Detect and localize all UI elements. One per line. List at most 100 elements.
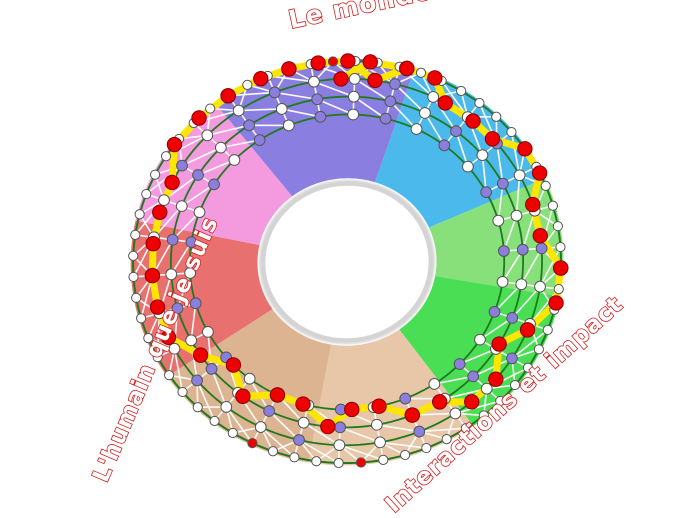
lavender-node [385,96,396,107]
red-node [248,439,257,448]
lavender-node [497,178,508,189]
lavender-node [400,393,411,404]
white-node [349,73,360,84]
red-node [193,348,207,362]
white-node [375,437,386,448]
red-node [518,142,532,156]
red-node [341,54,355,68]
white-node [429,379,440,390]
red-node [465,395,479,409]
white-node [312,457,321,466]
red-node [296,397,310,411]
red-node [400,61,414,75]
red-node [165,175,179,189]
red-node [254,71,268,85]
lavender-node [498,246,509,257]
white-node [457,86,466,95]
white-node [411,124,422,135]
white-node [137,314,146,323]
red-node [532,166,546,180]
lavender-node [190,298,201,309]
lavender-node [489,306,500,317]
lavender-node [468,371,479,382]
white-node [176,201,187,212]
lavender-node [536,243,547,254]
white-node [129,272,138,281]
white-node [129,251,138,260]
red-node [146,236,160,250]
white-node [215,142,226,153]
white-node [543,325,552,334]
white-node [186,335,197,346]
red-node [363,55,377,69]
white-node [255,422,266,433]
white-node [193,403,202,412]
lavender-node [294,435,305,446]
white-node [401,450,410,459]
white-node [556,242,565,251]
red-node [145,268,159,282]
lavender-node [264,406,275,417]
red-node [192,111,206,125]
white-node [516,279,527,290]
red-node [466,114,480,128]
white-node [511,210,522,221]
white-node [475,334,486,345]
lavender-node [414,426,425,437]
white-node [348,109,359,120]
red-node [345,402,359,416]
white-node [283,120,294,131]
red-node [356,458,365,467]
white-node [535,281,546,292]
white-node [159,195,170,206]
white-node [492,112,501,121]
lavender-node [244,120,255,131]
white-node [165,371,174,380]
white-node [450,408,461,419]
red-node [270,388,284,402]
white-node [178,387,187,396]
white-node [553,222,562,231]
lavender-node [380,113,391,124]
lavender-node [439,140,450,151]
white-node [221,402,232,413]
white-node [514,170,525,181]
white-node [309,76,320,87]
lavender-node [177,160,188,171]
white-node [428,92,439,103]
red-node [321,419,335,433]
white-node [131,230,140,239]
white-node [132,293,141,302]
center-hole [259,180,434,344]
red-node [226,358,240,372]
lavender-node [454,359,465,370]
white-node [202,326,213,337]
white-node [497,276,508,287]
white-node [290,453,299,462]
lavender-node [481,187,492,198]
lavender-node [315,111,326,122]
lavender-node [517,244,528,255]
red-node [328,57,337,66]
red-node [236,389,250,403]
white-node [541,181,550,190]
white-node [244,373,255,384]
red-node [405,408,419,422]
white-node [334,440,345,451]
lavender-node [193,170,204,181]
lavender-node [206,364,217,375]
white-node [228,428,237,437]
red-node [549,296,563,310]
lavender-node [312,94,323,105]
red-node [489,372,503,386]
red-node [221,89,235,103]
white-node [475,98,484,107]
red-node [432,395,446,409]
white-node [202,130,213,141]
white-node [135,210,144,219]
red-node [554,261,568,275]
red-node [492,337,506,351]
red-node [167,137,181,151]
